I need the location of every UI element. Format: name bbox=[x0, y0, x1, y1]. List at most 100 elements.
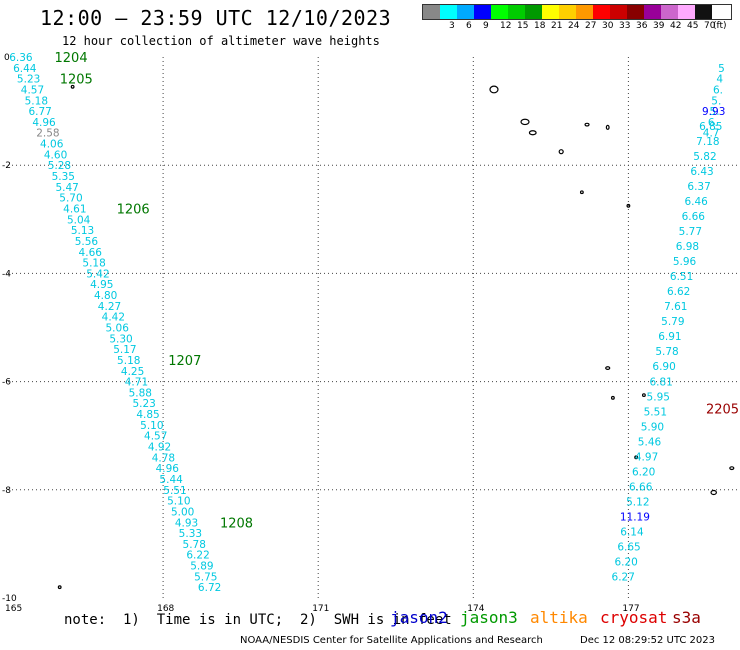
wave-height-value: 5.17 bbox=[113, 344, 136, 356]
wave-height-value: 5 bbox=[718, 63, 725, 75]
legend-swatch bbox=[695, 5, 712, 19]
wave-height-value: 5.28 bbox=[48, 160, 71, 172]
wave-height-value: 6.36 bbox=[9, 52, 33, 64]
pass-id-label: 1204 bbox=[55, 51, 88, 66]
x-tick-label: 168 bbox=[157, 604, 174, 614]
legend-tick-label: 45 bbox=[687, 21, 699, 31]
y-tick-label: -2 bbox=[2, 161, 11, 171]
wave-height-value: 4.57 bbox=[144, 431, 167, 443]
wave-height-value: 6.20 bbox=[632, 466, 655, 478]
island-outline bbox=[57, 585, 62, 590]
east-altimeter-track: 546.5.5.6.4.79.936.857.185.826.436.376.4… bbox=[612, 63, 726, 584]
legend-labels: 3 6 9 12 15 18 21 24 27 30 33 36 39 42 45 70 (ft) bbox=[422, 20, 732, 32]
map-background bbox=[8, 57, 740, 598]
island-outline bbox=[579, 190, 584, 195]
wave-height-value: 6.51 bbox=[670, 271, 693, 283]
legend-tick-label: 42 bbox=[670, 21, 682, 31]
wave-height-value: 5.78 bbox=[183, 539, 206, 551]
legend-tick-label: 30 bbox=[602, 21, 614, 31]
wave-height-value: 5.33 bbox=[179, 528, 202, 540]
island-outline bbox=[558, 149, 564, 155]
pass-id-label: 2205 bbox=[706, 403, 739, 418]
wave-height-value: 4.57 bbox=[21, 84, 44, 96]
pass-id-label: 1207 bbox=[168, 354, 201, 369]
wave-height-value: 5.18 bbox=[82, 258, 105, 270]
island-outline bbox=[729, 466, 735, 471]
wave-height-value: 4.42 bbox=[102, 312, 125, 324]
wave-height-value: 5.47 bbox=[55, 182, 78, 194]
legend-tick-label: 36 bbox=[636, 21, 648, 31]
island-outline bbox=[528, 130, 537, 136]
pass-id-label: 1206 bbox=[117, 202, 150, 217]
wave-height-value: 6.44 bbox=[13, 63, 37, 75]
wave-height-value: 6.14 bbox=[620, 526, 644, 538]
wave-height-value: 4 bbox=[716, 74, 723, 86]
satellite-name: jason2 bbox=[390, 608, 448, 627]
wave-height-value: 4.7 bbox=[703, 128, 720, 140]
wave-height-value: 5.35 bbox=[52, 171, 75, 183]
wave-height-value: 5.00 bbox=[171, 506, 194, 518]
legend-tick-label: 70 bbox=[704, 21, 716, 31]
wave-height-value: 6.85 bbox=[699, 121, 722, 133]
color-legend: 3 6 9 12 15 18 21 24 27 30 33 36 39 42 45 70 (ft) bbox=[422, 4, 732, 32]
wave-height-value: 5.42 bbox=[86, 268, 109, 280]
wave-height-value: 5.23 bbox=[17, 74, 40, 86]
wave-height-value: 5.89 bbox=[190, 561, 213, 573]
wave-height-value: 6.27 bbox=[612, 571, 635, 583]
pass-id-label: 1208 bbox=[220, 516, 253, 531]
wave-height-value: 6.66 bbox=[629, 481, 653, 493]
island-outline bbox=[634, 455, 639, 460]
legend-tick-label: 6 bbox=[466, 21, 472, 31]
wave-height-value: 6.46 bbox=[684, 196, 708, 208]
island-outline bbox=[520, 118, 530, 126]
wave-height-value: 5.75 bbox=[194, 571, 217, 583]
legend-swatch bbox=[661, 5, 678, 19]
footer-credit: NOAA/NESDIS Center for Satellite Applica… bbox=[240, 635, 543, 646]
x-tick-label: 171 bbox=[312, 604, 329, 614]
y-tick-label: -6 bbox=[2, 378, 11, 388]
wave-height-value: 4.27 bbox=[98, 301, 121, 313]
legend-swatch bbox=[678, 5, 695, 19]
island-outline bbox=[641, 393, 646, 398]
legend-unit: (ft) bbox=[713, 21, 727, 31]
island-outline bbox=[584, 122, 590, 127]
islands bbox=[57, 84, 735, 590]
wave-height-value: 11.19 bbox=[620, 511, 650, 523]
wave-height-value: 6.65 bbox=[617, 541, 640, 553]
wave-height-value: 5.04 bbox=[67, 214, 91, 226]
wave-height-value: 5.44 bbox=[159, 474, 183, 486]
wave-height-value: 5.13 bbox=[71, 225, 94, 237]
page-title: 12:00 – 23:59 UTC 12/10/2023 bbox=[40, 6, 392, 30]
island-outline bbox=[489, 85, 499, 94]
x-tick-label: 177 bbox=[622, 604, 639, 614]
wave-height-value: 4.95 bbox=[90, 279, 113, 291]
legend-swatch bbox=[593, 5, 610, 19]
wave-height-value: 4.06 bbox=[40, 139, 64, 151]
legend-tick-label: 15 bbox=[517, 21, 529, 31]
wave-height-value: 5.51 bbox=[163, 485, 186, 497]
wave-height-value: 5.23 bbox=[132, 398, 155, 410]
wave-height-value: 6.81 bbox=[649, 376, 672, 388]
legend-swatch bbox=[644, 5, 661, 19]
legend-swatch bbox=[576, 5, 593, 19]
wave-height-value: 5.70 bbox=[59, 193, 82, 205]
legend-color-bar bbox=[422, 4, 732, 20]
wave-height-value: 6. bbox=[713, 84, 723, 96]
wave-height-value: 5.46 bbox=[638, 436, 662, 448]
wave-height-value: 4.80 bbox=[94, 290, 117, 302]
island-outline bbox=[605, 124, 610, 130]
wave-height-value: 4.78 bbox=[152, 452, 175, 464]
wave-height-value: 5.88 bbox=[129, 387, 152, 399]
footer-timestamp: Dec 12 08:29:52 UTC 2023 bbox=[580, 635, 715, 646]
wave-height-value: 5.79 bbox=[661, 316, 684, 328]
wave-height-value: 5.78 bbox=[655, 346, 678, 358]
wave-height-value: 4.66 bbox=[79, 247, 103, 259]
wave-height-value: 5.10 bbox=[167, 496, 190, 508]
legend-tick-label: 3 bbox=[449, 21, 455, 31]
wave-height-value: 6.98 bbox=[676, 241, 699, 253]
wave-height-value: 4.96 bbox=[156, 463, 180, 475]
wave-height-value: 5.96 bbox=[673, 256, 697, 268]
island-outline bbox=[610, 395, 615, 400]
wave-height-value: 4.92 bbox=[148, 442, 171, 454]
wave-height-value: 7.18 bbox=[696, 136, 719, 148]
